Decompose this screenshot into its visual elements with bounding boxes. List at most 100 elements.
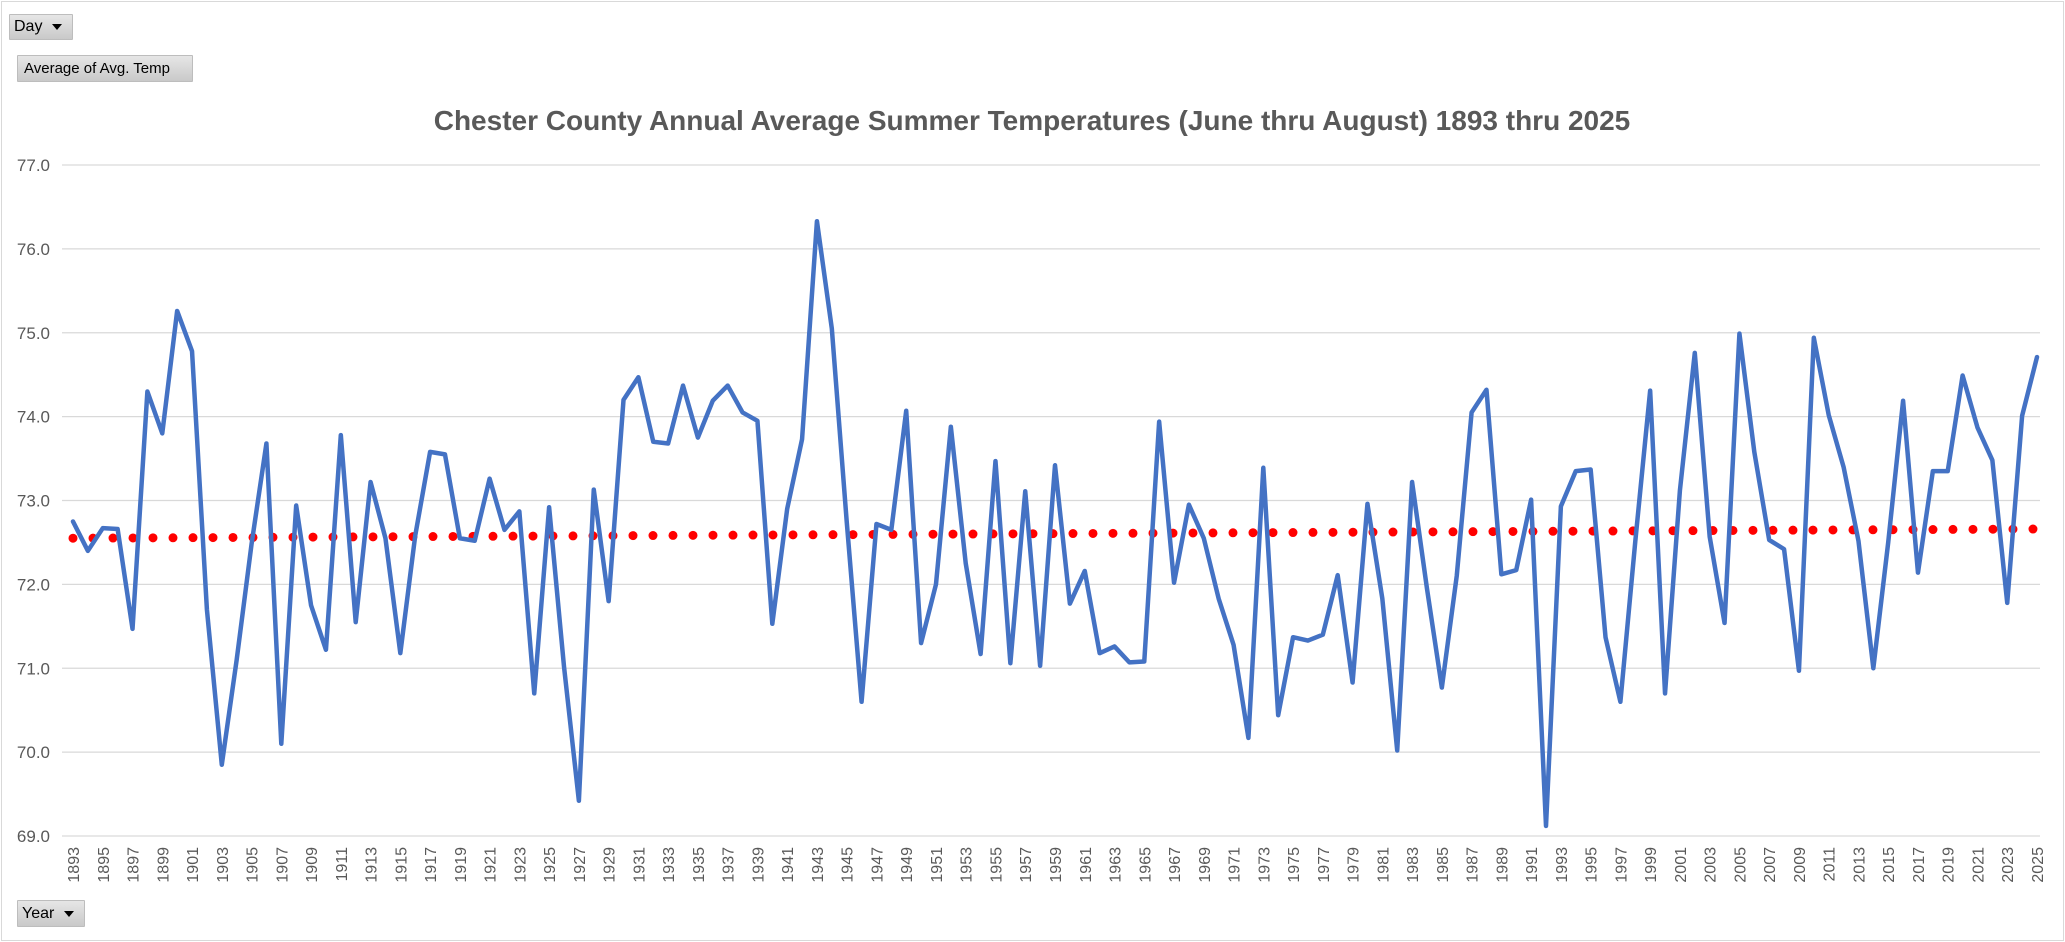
data-point (785, 507, 789, 511)
data-point (1782, 547, 1786, 551)
dropdown-arrow-icon (64, 910, 75, 917)
x-tick-label: 1955 (988, 847, 1005, 883)
series-line (70, 218, 2040, 829)
data-point (1633, 539, 1637, 543)
x-tick-label: 1947 (869, 847, 886, 883)
data-point (904, 409, 908, 413)
x-tick-label: 1899 (155, 847, 172, 883)
x-tick-label: 1901 (185, 847, 202, 883)
data-point (1023, 489, 1027, 493)
x-tick-label: 1981 (1375, 847, 1392, 883)
data-point (978, 652, 982, 656)
data-point (205, 607, 209, 611)
x-tick-label: 1973 (1256, 847, 1273, 883)
x-tick-label: 2003 (1703, 847, 1720, 883)
x-tick-label: 1941 (780, 847, 797, 883)
data-point (1336, 573, 1340, 577)
data-point (606, 599, 610, 603)
data-point (502, 528, 506, 532)
x-tick-label: 2023 (2000, 847, 2017, 883)
data-point (740, 410, 744, 414)
data-point (517, 509, 521, 513)
data-point (1469, 410, 1473, 414)
data-point (1455, 574, 1459, 578)
data-point (1261, 466, 1265, 470)
data-point (562, 664, 566, 668)
data-point (1588, 467, 1592, 471)
x-tick-label: 1957 (1018, 847, 1035, 883)
y-tick-label: 70.0 (17, 743, 50, 762)
data-point (1990, 458, 1994, 462)
data-point (354, 620, 358, 624)
y-tick-label: 73.0 (17, 492, 50, 511)
data-point (339, 433, 343, 437)
y-tick-label: 77.0 (17, 156, 50, 175)
x-tick-label: 1909 (304, 847, 321, 883)
x-tick-label: 1895 (96, 847, 113, 883)
data-point (1365, 502, 1369, 506)
data-point (800, 437, 804, 441)
data-point (1752, 450, 1756, 454)
data-point (532, 691, 536, 695)
x-tick-label: 1913 (364, 847, 381, 883)
data-point (577, 799, 581, 803)
x-tick-label: 2017 (1911, 847, 1928, 883)
data-point (368, 480, 372, 484)
data-point (234, 658, 238, 662)
data-point (1931, 469, 1935, 473)
x-tick-label: 1995 (1584, 847, 1601, 883)
data-point (398, 651, 402, 655)
data-point (874, 522, 878, 526)
x-tick-label: 1903 (215, 847, 232, 883)
year-axis-field-button[interactable]: Year (17, 900, 85, 927)
data-point (1812, 336, 1816, 340)
x-tick-label: 1935 (691, 847, 708, 883)
data-point (1975, 425, 1979, 429)
x-tick-label: 1969 (1197, 847, 1214, 883)
x-tick-label: 1921 (483, 847, 500, 883)
data-point (1112, 644, 1116, 648)
data-point (681, 383, 685, 387)
data-point (443, 452, 447, 456)
data-point (2035, 355, 2039, 359)
data-point (889, 528, 893, 532)
data-point (1380, 596, 1384, 600)
data-point (725, 383, 729, 387)
x-tick-label: 1983 (1405, 847, 1422, 883)
x-tick-label: 1933 (661, 847, 678, 883)
data-point (711, 398, 715, 402)
data-point (1484, 388, 1488, 392)
x-tick-label: 1945 (840, 847, 857, 883)
data-point (547, 505, 551, 509)
data-point (770, 622, 774, 626)
data-point (621, 398, 625, 402)
x-tick-label: 1963 (1108, 847, 1125, 883)
data-point (145, 389, 149, 393)
data-point (1142, 659, 1146, 663)
x-tick-label: 1987 (1465, 847, 1482, 883)
x-tick-label: 1931 (631, 847, 648, 883)
data-point (1410, 480, 1414, 484)
data-point (1946, 469, 1950, 473)
x-tick-label: 2009 (1792, 847, 1809, 883)
data-point (115, 527, 119, 531)
x-tick-label: 1953 (959, 847, 976, 883)
day-filter-button[interactable]: Day (9, 14, 73, 40)
data-point (1068, 601, 1072, 605)
x-tick-label: 1999 (1643, 847, 1660, 883)
x-tick-label: 2015 (1881, 847, 1898, 883)
data-point (1663, 691, 1667, 695)
data-point (130, 627, 134, 631)
data-point (651, 440, 655, 444)
data-point (413, 534, 417, 538)
data-point (1559, 504, 1563, 508)
x-tick-label: 1997 (1613, 847, 1630, 883)
data-point (160, 431, 164, 435)
values-field-button[interactable]: Average of Avg. Temp (17, 55, 193, 82)
data-point (696, 435, 700, 439)
data-point (1618, 700, 1622, 704)
x-tick-label: 1971 (1227, 847, 1244, 883)
x-tick-label: 1975 (1286, 847, 1303, 883)
x-axis: 1893 1895 1897 1899 1901 1903 1905 1907 1909 1911… (66, 847, 2047, 883)
